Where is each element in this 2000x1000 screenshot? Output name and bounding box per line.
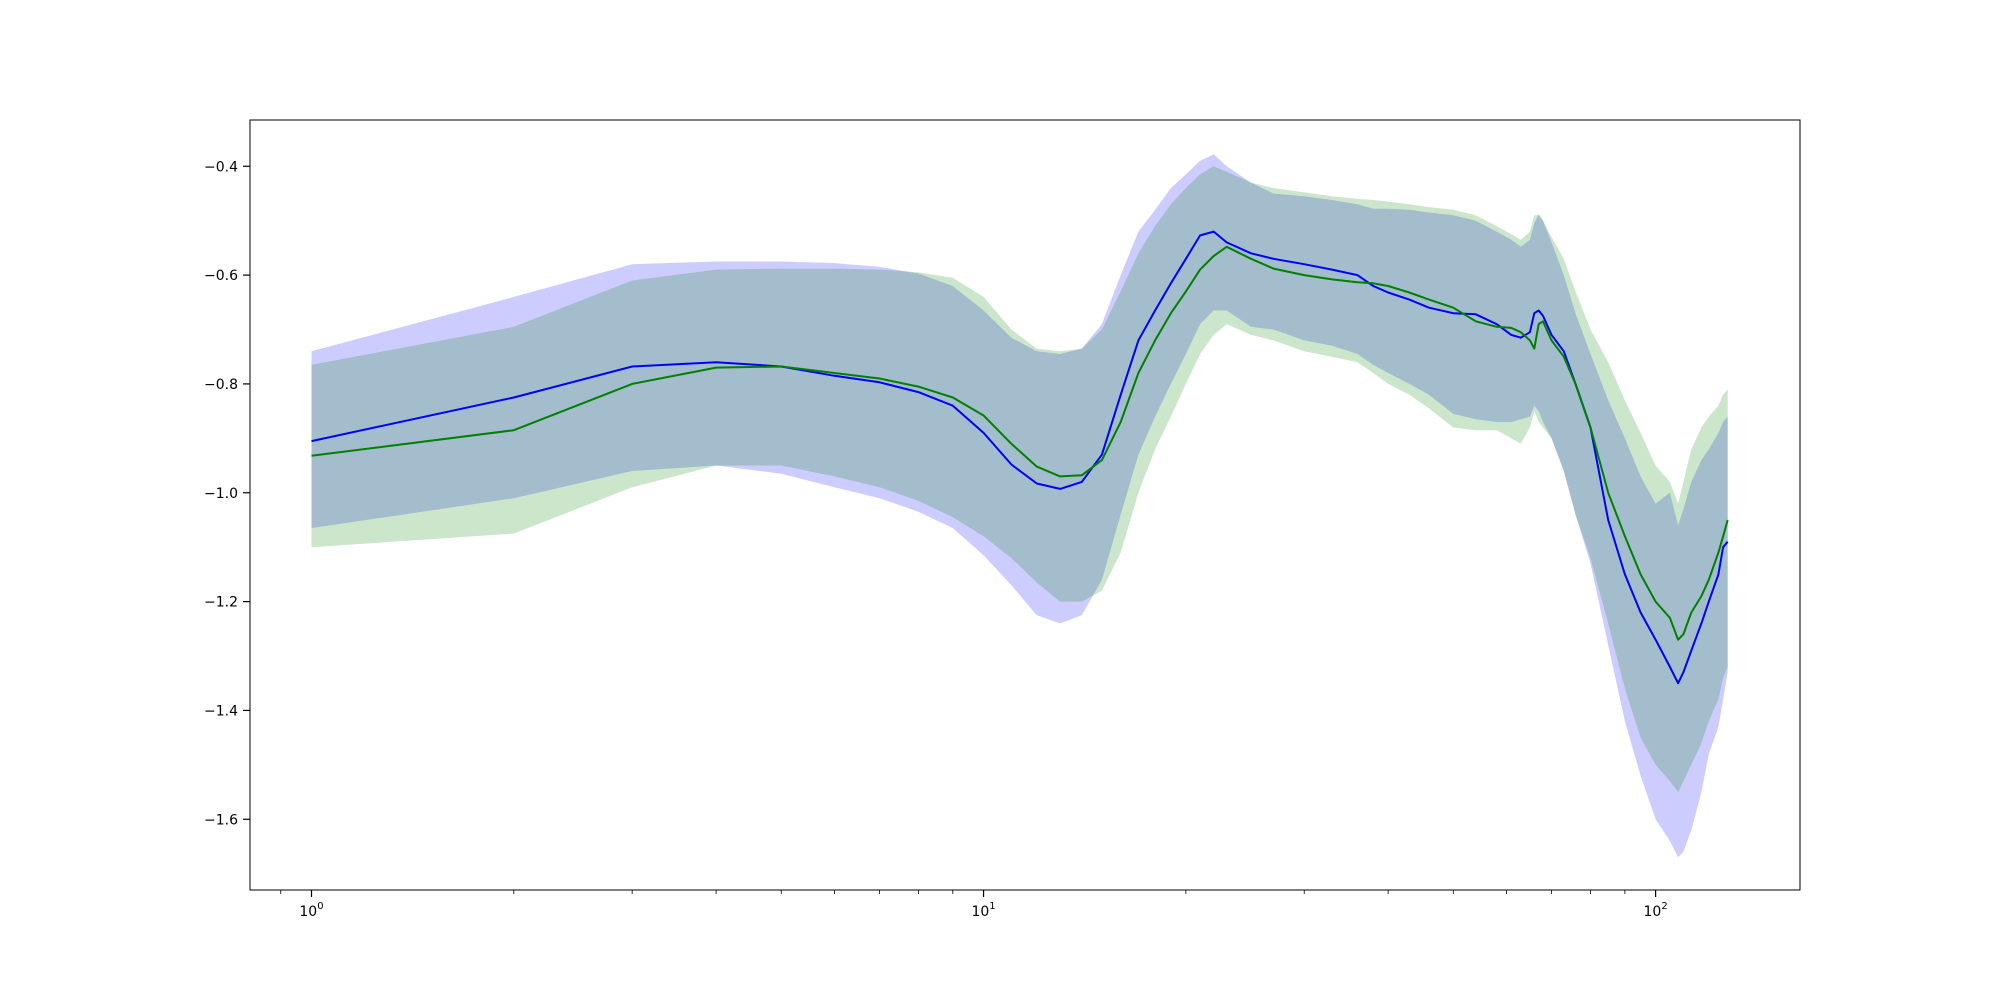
x-tick-label: 100 bbox=[299, 901, 323, 920]
y-tick-label: −1.6 bbox=[204, 812, 238, 828]
series-lines bbox=[311, 230, 1729, 685]
y-tick-label: −1.2 bbox=[204, 595, 238, 611]
series-1-line bbox=[311, 230, 1729, 685]
y-tick-label: −1.0 bbox=[204, 486, 238, 502]
plot-frame bbox=[249, 119, 1801, 891]
y-tick-label: −0.8 bbox=[204, 377, 238, 393]
y-tick-label: −1.4 bbox=[204, 703, 238, 719]
series-2-line bbox=[311, 245, 1729, 641]
y-axis: −0.4 −0.6 −0.8 −1.0 −1.2 −1.4 −1.6 bbox=[204, 159, 250, 828]
series-2-band bbox=[311, 166, 1728, 793]
confidence-bands bbox=[311, 154, 1728, 858]
y-tick-label: −0.4 bbox=[204, 159, 238, 175]
y-tick-label: −0.6 bbox=[204, 268, 238, 284]
x-axis: 100 101 102 bbox=[280, 890, 1668, 920]
x-tick-label: 101 bbox=[971, 901, 995, 920]
series-1-band bbox=[311, 154, 1728, 858]
x-tick-label: 102 bbox=[1644, 901, 1668, 920]
